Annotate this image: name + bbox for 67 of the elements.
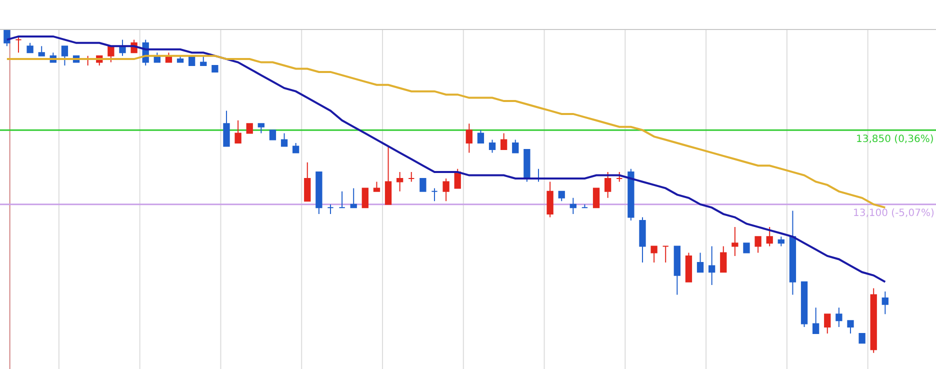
candlestick xyxy=(234,120,242,144)
candlestick xyxy=(696,252,704,273)
candlestick xyxy=(500,132,508,150)
candlestick xyxy=(15,36,22,54)
candlestick xyxy=(778,236,784,247)
candlestick xyxy=(384,146,392,205)
annotation: 13,100 (-5,07%) xyxy=(853,208,934,219)
candlestick xyxy=(304,162,311,202)
candlestick xyxy=(269,130,276,140)
candlestick xyxy=(442,178,450,202)
candlestick xyxy=(546,181,554,218)
candlestick xyxy=(26,42,34,54)
candlestick xyxy=(466,123,472,154)
candlestick xyxy=(61,46,68,66)
candlestick xyxy=(847,320,854,334)
candlestick xyxy=(592,188,600,208)
candlestick xyxy=(292,142,300,154)
candlestick xyxy=(754,236,762,254)
candlestick xyxy=(246,123,253,134)
candlestick xyxy=(824,314,831,334)
candlestick xyxy=(212,65,218,72)
candlestick xyxy=(685,252,692,282)
candlestick xyxy=(766,226,773,247)
candlestick xyxy=(38,46,45,56)
candlestick xyxy=(280,132,288,147)
candlestick xyxy=(524,148,530,182)
candlestick xyxy=(662,246,669,263)
candlestick xyxy=(616,172,623,182)
candlestick xyxy=(558,190,565,202)
candlestick xyxy=(858,332,866,344)
candlestick xyxy=(639,216,646,263)
candlestick xyxy=(431,188,438,202)
candlestick xyxy=(708,246,716,286)
candlestick xyxy=(362,188,368,208)
candlestick xyxy=(604,172,612,198)
candlestick xyxy=(223,110,230,147)
candlestick xyxy=(628,168,634,221)
candlestick xyxy=(420,178,426,192)
candlestick xyxy=(870,288,877,354)
candlestick xyxy=(674,246,680,296)
candlestick xyxy=(176,55,184,63)
candlestick xyxy=(373,181,380,192)
candlestick xyxy=(789,210,796,296)
candlestick xyxy=(316,172,322,215)
candlestick xyxy=(800,281,808,328)
candlestick xyxy=(350,188,357,208)
candlestick xyxy=(327,204,334,215)
candlestick xyxy=(200,55,207,66)
candlestick xyxy=(4,30,10,47)
candlestick xyxy=(408,172,415,182)
candlestick xyxy=(108,46,114,63)
candlestick xyxy=(882,291,888,315)
candlestick xyxy=(488,139,496,154)
candlestick xyxy=(512,139,519,154)
candlestick xyxy=(720,246,727,273)
candlestick xyxy=(743,242,750,254)
candlestick xyxy=(812,307,820,334)
candlestick xyxy=(581,204,588,208)
candlestick xyxy=(338,190,346,208)
annotation: 13,850 (0,36%) xyxy=(856,134,934,145)
candlestick xyxy=(836,307,842,328)
candlestick xyxy=(258,123,264,134)
candlestick xyxy=(396,172,404,192)
candlestick xyxy=(650,246,658,263)
candlestick xyxy=(732,226,738,256)
candlestick xyxy=(570,197,576,215)
candlestick xyxy=(477,130,484,144)
